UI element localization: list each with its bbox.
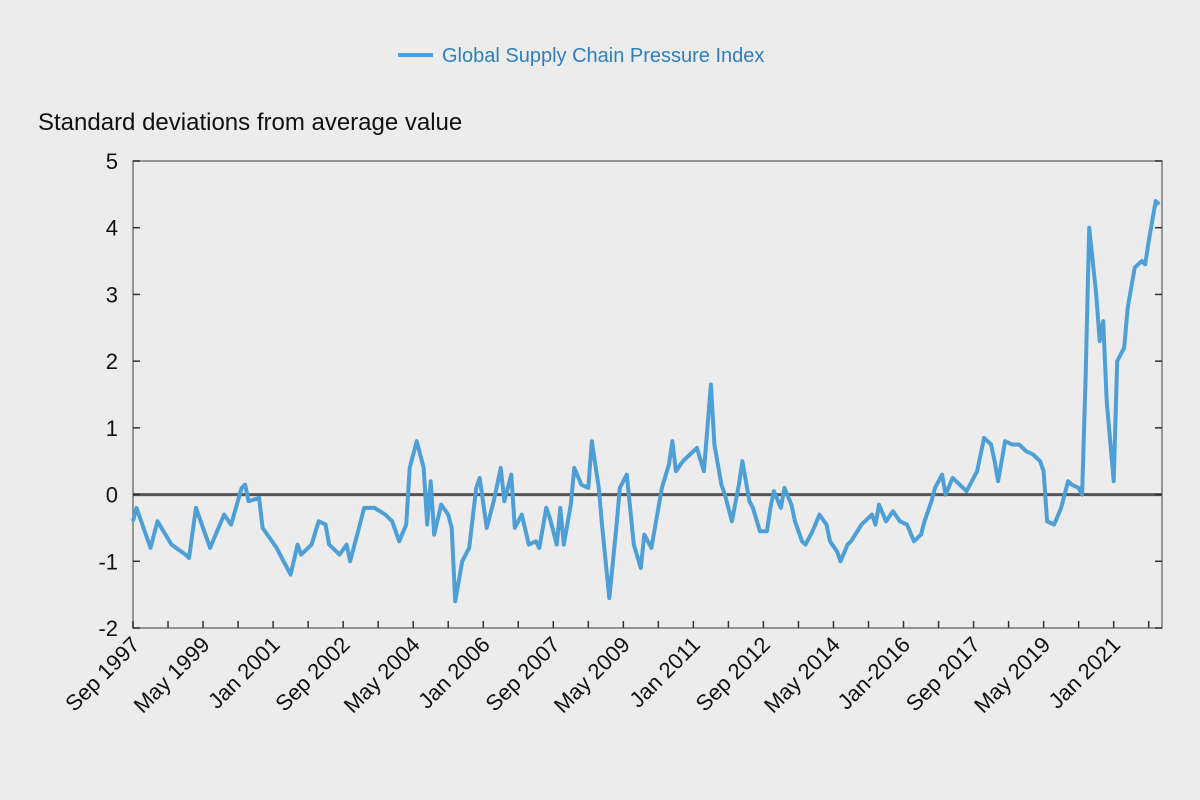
y-tick-label: 5: [106, 149, 118, 174]
y-tick-label: 1: [106, 416, 118, 441]
legend: Global Supply Chain Pressure Index: [398, 45, 764, 67]
x-tick-label: May 2009: [549, 632, 635, 718]
x-tick-label: May 1999: [129, 632, 215, 718]
x-tick-label: May 2004: [339, 632, 425, 718]
x-tick-label: May 2014: [759, 632, 845, 718]
y-tick-label: 2: [106, 349, 118, 374]
plot-frame: [132, 160, 1163, 629]
x-tick-label: Jan 2021: [1044, 632, 1126, 714]
series-line-gscpi: [131, 199, 1161, 604]
y-tick-label: 3: [106, 282, 118, 307]
y-tick-label: 4: [106, 216, 118, 241]
y-tick-label: -1: [98, 549, 118, 574]
y-tick-label: -2: [98, 616, 118, 641]
legend-label: Global Supply Chain Pressure Index: [442, 45, 764, 67]
x-tick-label: Jan-2016: [833, 632, 916, 715]
y-tick-label: 0: [106, 483, 118, 508]
y-axis-label: Standard deviations from average value: [38, 109, 462, 136]
x-tick-label: May 2019: [969, 632, 1055, 718]
